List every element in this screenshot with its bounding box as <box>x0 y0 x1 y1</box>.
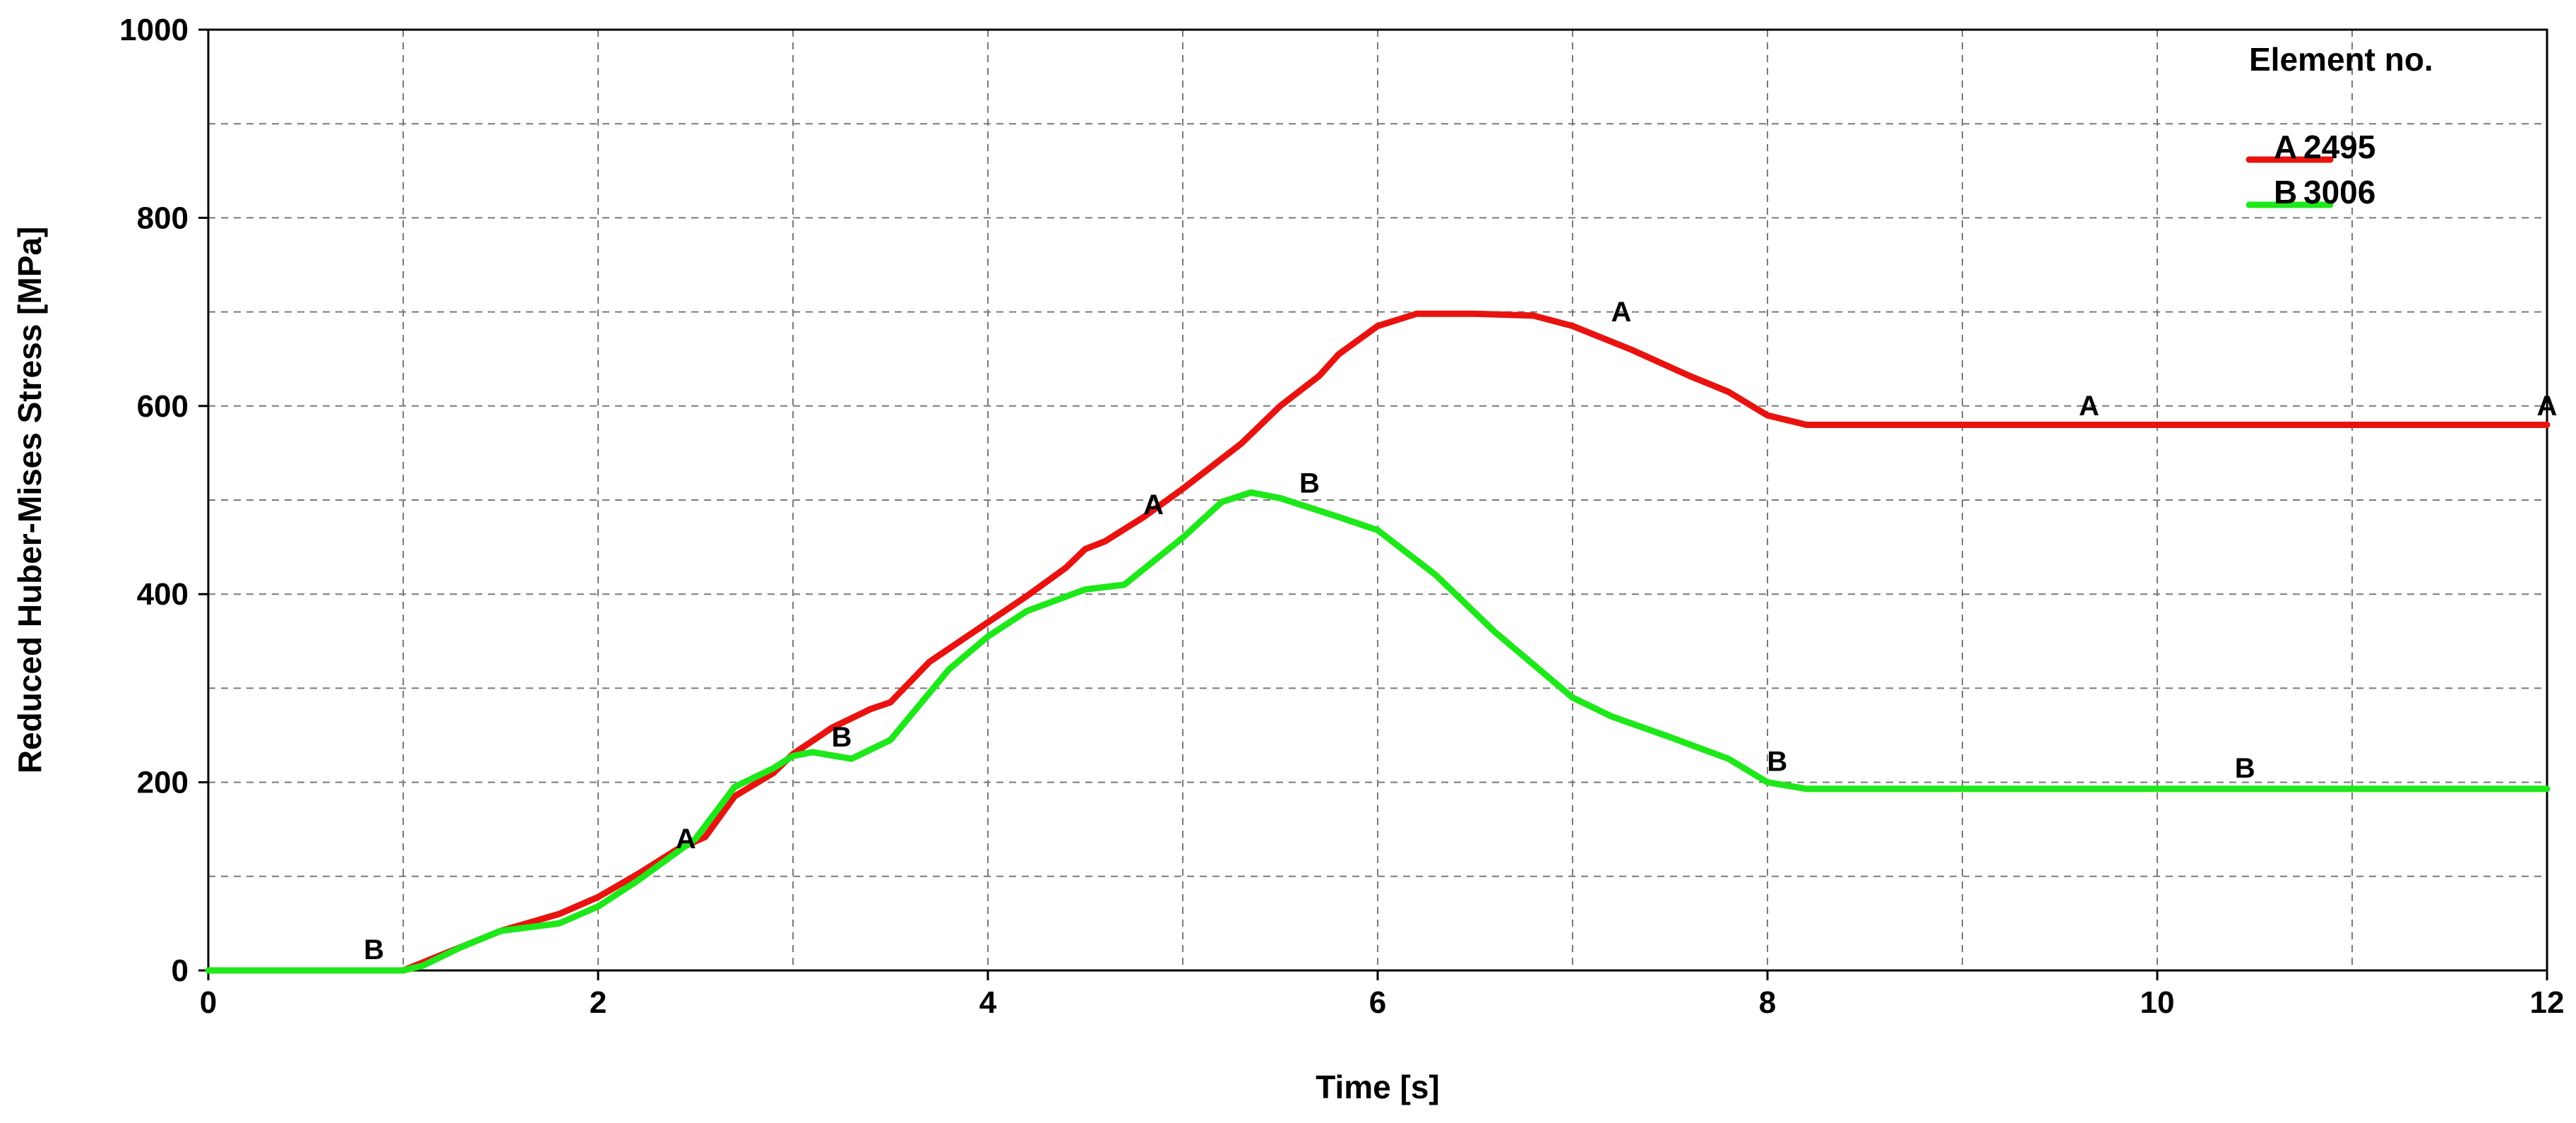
point-label-b: B <box>832 722 852 753</box>
axis-ticks: 0 2 4 6 8 10 12 0 200 400 600 800 1000 <box>119 13 2564 1020</box>
legend: Element no. A 2495 B 3006 <box>2246 41 2433 210</box>
point-label-b: B <box>364 934 384 965</box>
legend-label-2495: 2495 <box>2303 129 2375 165</box>
y-axis-title: Reduced Huber-Mises Stress [MPa] <box>11 227 48 774</box>
grid <box>208 30 2547 970</box>
y-tick-label: 1000 <box>119 13 189 47</box>
legend-marker-b: B <box>2274 174 2297 210</box>
point-label-a: A <box>676 824 696 855</box>
series-line-3006 <box>205 489 2551 974</box>
x-tick-label: 12 <box>2530 985 2565 1020</box>
x-tick-label: 8 <box>1759 985 1776 1020</box>
x-tick-label: 6 <box>1369 985 1386 1020</box>
legend-label-3006: 3006 <box>2303 174 2375 210</box>
point-label-b: B <box>2235 753 2255 784</box>
point-label-b: B <box>1767 747 1787 778</box>
legend-entry-2495: A 2495 <box>2246 129 2375 165</box>
x-tick-label: 0 <box>200 985 217 1020</box>
point-label-a: A <box>1143 489 1164 521</box>
x-tick-label: 4 <box>979 985 997 1020</box>
x-tick-label: 10 <box>2140 985 2175 1020</box>
series-lines <box>205 310 2551 974</box>
point-label-b: B <box>1299 468 1320 499</box>
legend-entry-3006: B 3006 <box>2246 174 2375 210</box>
y-tick-label: 200 <box>137 766 189 800</box>
point-label-a: A <box>2079 391 2099 422</box>
y-tick-label: 400 <box>137 577 189 612</box>
point-label-a: A <box>1611 297 1632 328</box>
series-point-labels: A A A A A B B B B B <box>364 297 2557 965</box>
legend-marker-a: A <box>2274 129 2297 165</box>
x-axis-title: Time [s] <box>1316 1069 1440 1105</box>
legend-title: Element no. <box>2249 41 2433 78</box>
x-tick-label: 2 <box>590 985 607 1020</box>
y-tick-label: 800 <box>137 201 189 235</box>
point-label-a: A <box>2537 391 2558 422</box>
y-tick-label: 600 <box>137 389 189 424</box>
y-tick-label: 0 <box>172 953 189 988</box>
